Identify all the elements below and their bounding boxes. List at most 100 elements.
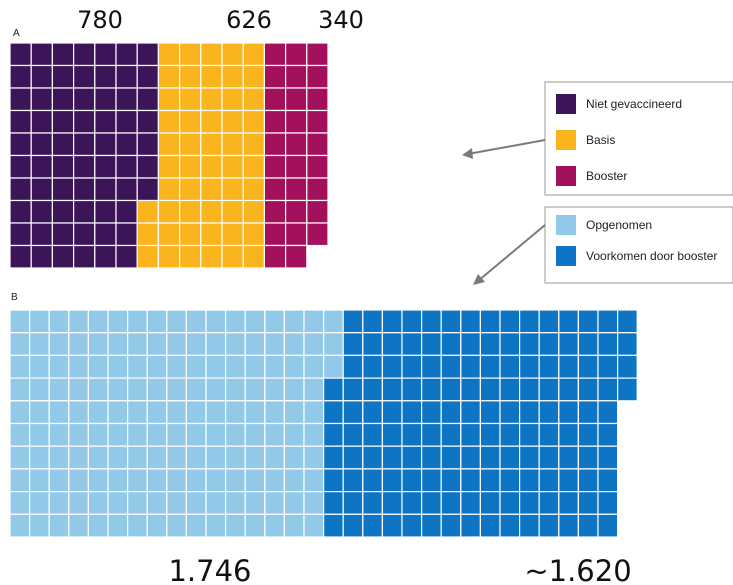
waffle-cell-opgenomen — [185, 513, 207, 538]
waffle-cell-voorkomen-door-booster — [558, 400, 579, 425]
waffle-cell-voorkomen-door-booster — [538, 377, 560, 402]
waffle-cell-opgenomen — [264, 491, 285, 515]
waffle-cell-niet-gevaccineerd — [136, 42, 159, 67]
waffle-cell-opgenomen — [9, 377, 31, 402]
waffle-cell-niet-gevaccineerd — [30, 199, 54, 224]
legend-a-pointer-arrow — [467, 139, 546, 155]
waffle-cell-basis — [242, 199, 265, 224]
waffle-cell-voorkomen-door-booster — [558, 332, 579, 357]
waffle-cell-opgenomen — [185, 332, 207, 357]
waffle-cell-opgenomen — [303, 422, 325, 447]
waffle-cell-opgenomen — [166, 377, 188, 402]
waffle-cell-opgenomen — [146, 332, 168, 357]
waffle-cell-opgenomen — [48, 491, 70, 515]
waffle-cell-basis — [242, 42, 265, 67]
waffle-cell-booster — [263, 64, 287, 89]
waffle-cell-niet-gevaccineerd — [51, 42, 75, 67]
waffle-cell-opgenomen — [244, 377, 266, 402]
waffle-cell-voorkomen-door-booster — [479, 468, 501, 493]
waffle-cell-voorkomen-door-booster — [421, 468, 442, 493]
waffle-cell-booster — [263, 199, 287, 224]
waffle-cell-basis — [179, 64, 202, 89]
waffle-cell-opgenomen — [29, 491, 50, 515]
waffle-cell-voorkomen-door-booster — [499, 400, 521, 425]
waffle-cell-opgenomen — [126, 422, 148, 447]
waffle-cell-niet-gevaccineerd — [136, 109, 159, 134]
legend-label-niet-gevaccineerd: Niet gevaccineerd — [586, 97, 682, 111]
waffle-cell-opgenomen — [68, 354, 90, 379]
waffle-cell-voorkomen-door-booster — [616, 332, 638, 357]
waffle-cell-voorkomen-door-booster — [499, 491, 521, 515]
waffle-cell-opgenomen — [29, 422, 50, 447]
waffle-cell-niet-gevaccineerd — [136, 87, 159, 112]
waffle-cell-voorkomen-door-booster — [460, 309, 481, 334]
waffle-cell-opgenomen — [225, 445, 246, 470]
waffle-cell-niet-gevaccineerd — [136, 64, 159, 89]
waffle-cell-voorkomen-door-booster — [479, 491, 501, 515]
waffle-cell-voorkomen-door-booster — [421, 513, 442, 538]
waffle-cell-voorkomen-door-booster — [401, 445, 423, 470]
waffle-cell-niet-gevaccineerd — [115, 222, 138, 247]
waffle-cell-niet-gevaccineerd — [51, 177, 75, 202]
waffle-cell-voorkomen-door-booster — [440, 445, 462, 470]
waffle-cell-voorkomen-door-booster — [479, 332, 501, 357]
waffle-cell-basis — [200, 109, 223, 134]
waffle-cell-voorkomen-door-booster — [440, 332, 462, 357]
waffle-grid-a — [9, 42, 329, 269]
legend-a-arrowhead — [462, 148, 473, 159]
waffle-cell-voorkomen-door-booster — [597, 309, 619, 334]
waffle-cell-opgenomen — [225, 354, 246, 379]
waffle-cell-basis — [136, 199, 159, 224]
waffle-cell-voorkomen-door-booster — [616, 377, 638, 402]
waffle-cell-voorkomen-door-booster — [479, 354, 501, 379]
waffle-cell-voorkomen-door-booster — [616, 309, 638, 334]
waffle-cell-niet-gevaccineerd — [9, 109, 32, 134]
waffle-cell-voorkomen-door-booster — [558, 309, 579, 334]
waffle-cell-voorkomen-door-booster — [323, 377, 344, 402]
waffle-cell-voorkomen-door-booster — [538, 309, 560, 334]
waffle-cell-voorkomen-door-booster — [577, 309, 599, 334]
waffle-cell-niet-gevaccineerd — [30, 177, 54, 202]
waffle-cell-opgenomen — [126, 491, 148, 515]
waffle-cell-basis — [200, 42, 223, 67]
waffle-cell-booster — [263, 109, 287, 134]
waffle-cell-opgenomen — [126, 309, 148, 334]
waffle-cell-opgenomen — [9, 445, 31, 470]
waffle-cell-opgenomen — [107, 491, 129, 515]
waffle-cell-opgenomen — [244, 354, 266, 379]
waffle-cell-basis — [179, 177, 202, 202]
waffle-cell-opgenomen — [107, 309, 129, 334]
waffle-cell-niet-gevaccineerd — [94, 222, 117, 247]
waffle-cell-voorkomen-door-booster — [381, 491, 403, 515]
waffle-cell-voorkomen-door-booster — [518, 377, 540, 402]
waffle-cell-basis — [157, 222, 181, 247]
waffle-cell-voorkomen-door-booster — [362, 491, 383, 515]
waffle-cell-basis — [157, 199, 181, 224]
waffle-cell-voorkomen-door-booster — [460, 445, 481, 470]
waffle-cell-voorkomen-door-booster — [558, 513, 579, 538]
waffle-cell-niet-gevaccineerd — [115, 64, 138, 89]
waffle-cell-opgenomen — [29, 468, 50, 493]
waffle-cell-opgenomen — [146, 377, 168, 402]
waffle-cell-niet-gevaccineerd — [51, 199, 75, 224]
waffle-cell-opgenomen — [225, 513, 246, 538]
waffle-cell-opgenomen — [107, 513, 129, 538]
waffle-cell-niet-gevaccineerd — [51, 154, 75, 179]
waffle-cell-basis — [157, 109, 181, 134]
waffle-cell-voorkomen-door-booster — [440, 309, 462, 334]
waffle-cell-opgenomen — [166, 354, 188, 379]
waffle-cell-opgenomen — [29, 377, 50, 402]
waffle-cell-voorkomen-door-booster — [499, 468, 521, 493]
waffle-cell-voorkomen-door-booster — [381, 445, 403, 470]
panel-a-label: A — [13, 28, 20, 39]
waffle-cell-voorkomen-door-booster — [440, 354, 462, 379]
waffle-cell-basis — [221, 64, 244, 89]
waffle-cell-voorkomen-door-booster — [538, 354, 560, 379]
waffle-cell-opgenomen — [87, 468, 109, 493]
waffle-cell-voorkomen-door-booster — [362, 400, 383, 425]
waffle-cell-opgenomen — [205, 377, 227, 402]
waffle-cell-basis — [242, 132, 265, 157]
waffle-cell-voorkomen-door-booster — [460, 377, 481, 402]
waffle-cell-voorkomen-door-booster — [479, 309, 501, 334]
waffle-cell-voorkomen-door-booster — [597, 513, 619, 538]
